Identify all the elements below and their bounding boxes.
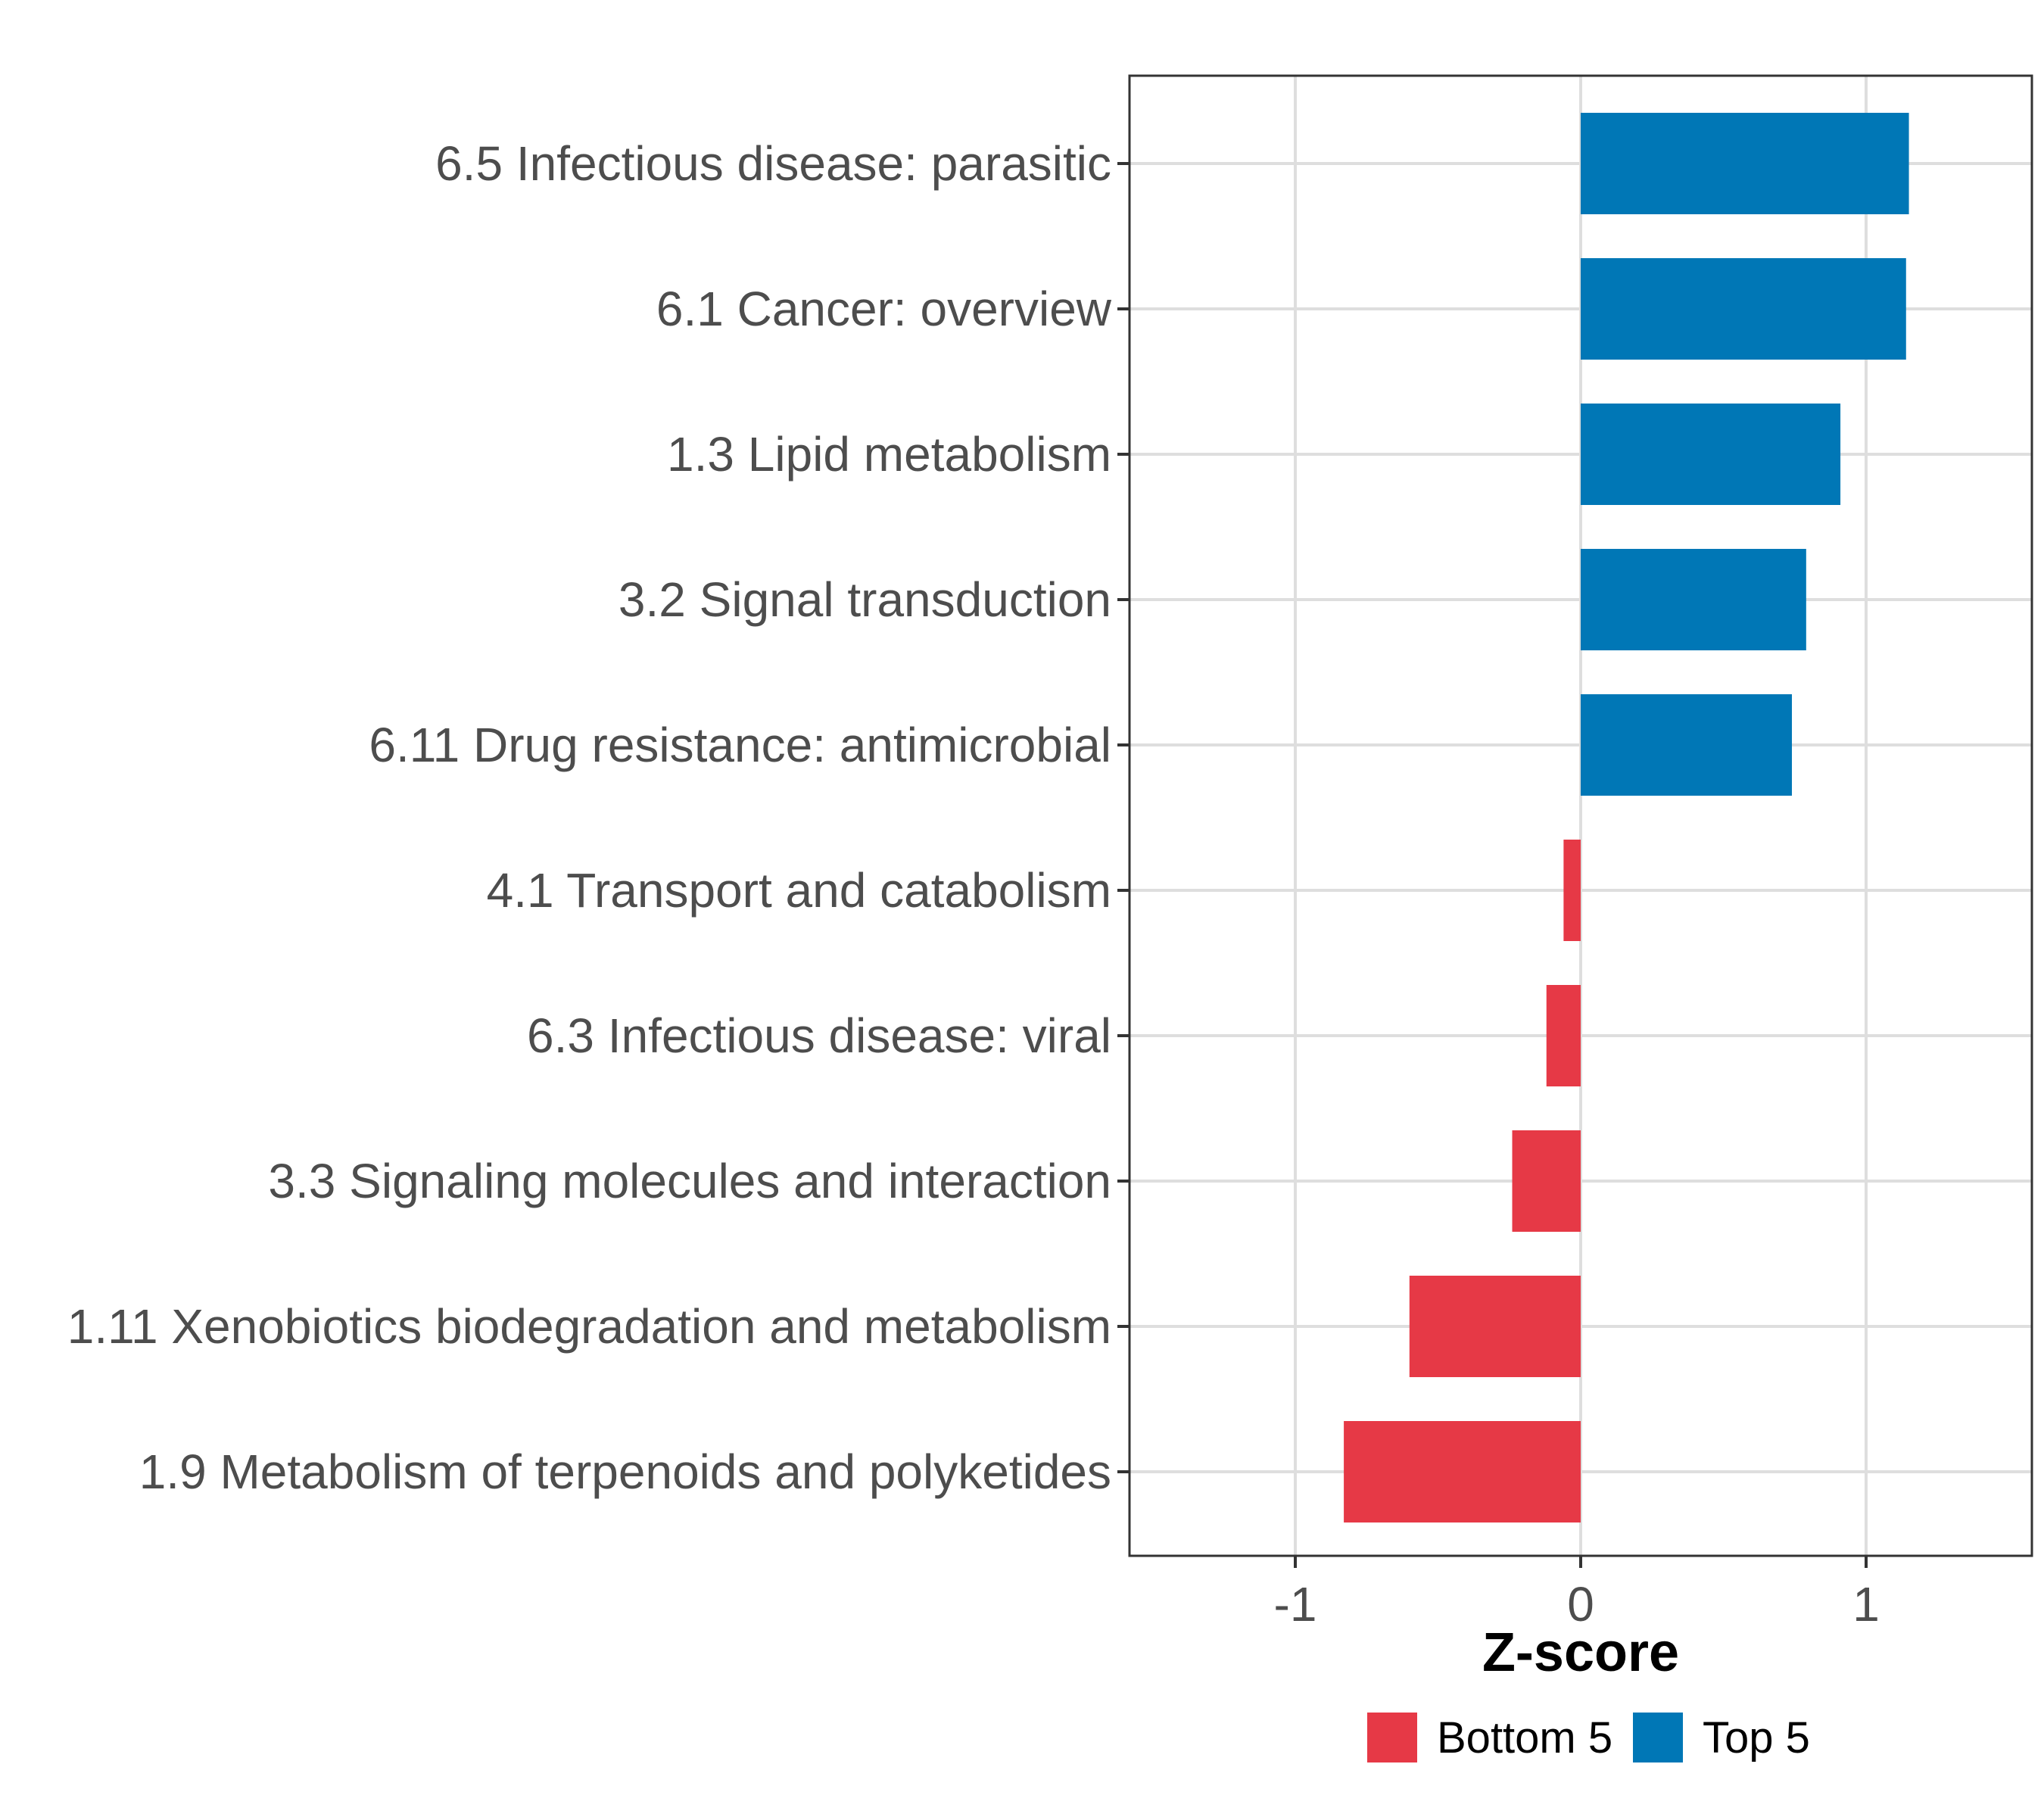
bar-9 xyxy=(1409,1276,1581,1377)
bar-7 xyxy=(1546,985,1581,1086)
x-axis: -1 0 1 xyxy=(1274,1556,1880,1632)
legend-swatch xyxy=(1633,1713,1683,1762)
category-label: 6.5 Infectious disease: parasitic xyxy=(435,136,1111,191)
legend-label: Bottom 5 xyxy=(1437,1713,1612,1762)
bar-2 xyxy=(1581,258,1906,360)
bar-8 xyxy=(1512,1130,1581,1232)
x-tick-label: 1 xyxy=(1852,1577,1880,1632)
bar-3 xyxy=(1581,404,1841,505)
bar-layer xyxy=(1344,113,1909,1522)
category-label: 3.3 Signaling molecules and interaction xyxy=(268,1154,1111,1208)
x-tick-label: 0 xyxy=(1567,1577,1594,1632)
x-tick-label: -1 xyxy=(1274,1577,1317,1632)
bar-1 xyxy=(1581,113,1909,214)
category-label: 1.9 Metabolism of terpenoids and polyket… xyxy=(139,1445,1111,1499)
bar-10 xyxy=(1344,1421,1581,1522)
legend-swatch xyxy=(1367,1713,1417,1762)
category-label: 6.3 Infectious disease: viral xyxy=(527,1008,1111,1063)
category-label: 3.2 Signal transduction xyxy=(618,572,1111,627)
category-label: 6.11 Drug resistance: antimicrobial xyxy=(369,718,1111,772)
bar-6 xyxy=(1563,840,1581,941)
bar-5 xyxy=(1581,694,1792,796)
category-label: 6.1 Cancer: overview xyxy=(656,282,1112,336)
y-axis: 6.5 Infectious disease: parasitic 6.1 Can… xyxy=(67,136,1129,1499)
category-label: 1.3 Lipid metabolism xyxy=(667,427,1111,482)
bar-4 xyxy=(1581,549,1806,650)
category-label: 1.11 Xenobiotics biodegradation and meta… xyxy=(67,1299,1111,1354)
legend-label: Top 5 xyxy=(1703,1713,1810,1762)
x-axis-title: Z-score xyxy=(1482,1622,1679,1683)
legend: Bottom 5 Top 5 xyxy=(1367,1713,1810,1762)
category-label: 4.1 Transport and catabolism xyxy=(487,863,1111,918)
